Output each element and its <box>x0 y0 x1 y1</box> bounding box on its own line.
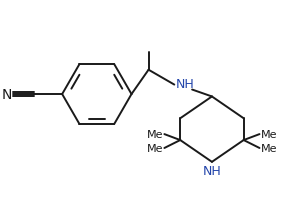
Text: Me: Me <box>260 129 277 139</box>
Text: Me: Me <box>147 129 164 139</box>
Text: Me: Me <box>147 143 164 153</box>
Text: NH: NH <box>175 78 194 91</box>
Text: N: N <box>1 88 12 102</box>
Text: NH: NH <box>203 164 221 177</box>
Text: Me: Me <box>260 143 277 153</box>
